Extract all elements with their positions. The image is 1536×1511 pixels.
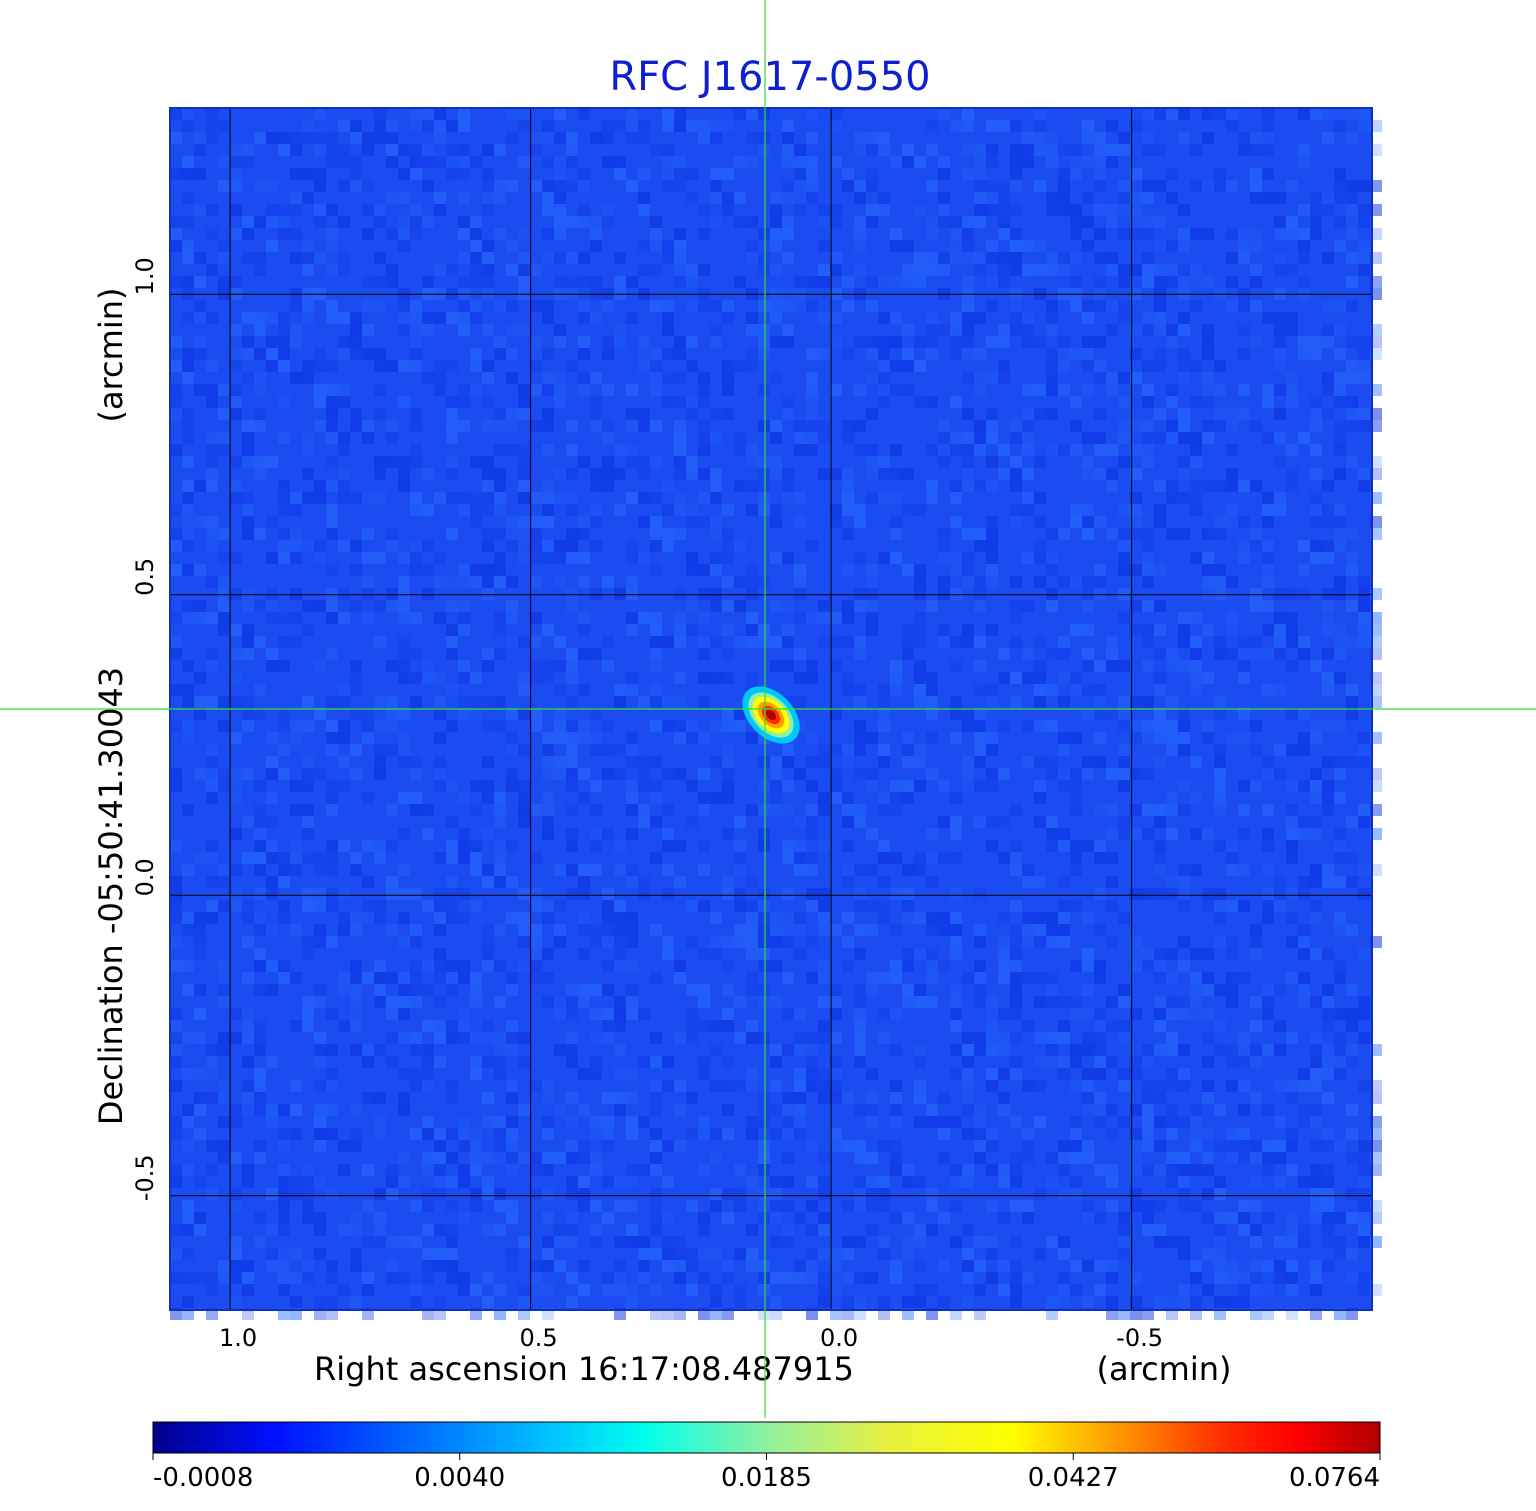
colorbar-tick-label: 0.0040 [414,1463,505,1493]
colorbar-tick-label: 0.0764 [1289,1463,1380,1493]
radio-source [742,686,800,744]
chart-title: RFC J1617-0550 [609,54,930,100]
source-contour-5 [765,709,777,721]
y-tick-label: 0.0 [131,858,159,896]
colorbar-tick-label: 0.0185 [721,1463,812,1493]
x-tick-label: -0.5 [1116,1324,1163,1352]
crosshair [0,0,1536,1418]
colorbar: -0.0008 0.0040 0.0185 0.0427 0.0764 [152,1421,1381,1493]
x-tick-label: 1.0 [219,1324,257,1352]
colorbar-tick-labels: -0.0008 0.0040 0.0185 0.0427 0.0764 [152,1453,1381,1493]
x-axis-unit: (arcmin) [1097,1350,1232,1388]
y-axis-unit: (arcmin) [92,288,130,423]
y-tick-label: 1.0 [131,257,159,295]
colorbar-tick-label: 0.0427 [1028,1463,1119,1493]
y-tick-labels: 1.0 0.5 0.0 -0.5 [131,257,159,1201]
colorbar-gradient [152,1421,1381,1454]
y-axis-label: Declination -05:50:41.30043 [92,667,130,1125]
noise-texture [170,108,1382,1320]
x-tick-label: 0.0 [820,1324,858,1352]
colorbar-tick-label: -0.0008 [153,1463,253,1493]
x-axis-label: Right ascension 16:17:08.487915 [314,1350,854,1388]
y-tick-label: 0.5 [131,558,159,596]
plot-area [169,107,1382,1320]
grid-lines [170,108,1372,1310]
x-tick-label: 0.5 [520,1324,558,1352]
x-tick-labels: 1.0 0.5 0.0 -0.5 [219,1324,1163,1352]
y-tick-label: -0.5 [131,1154,159,1201]
